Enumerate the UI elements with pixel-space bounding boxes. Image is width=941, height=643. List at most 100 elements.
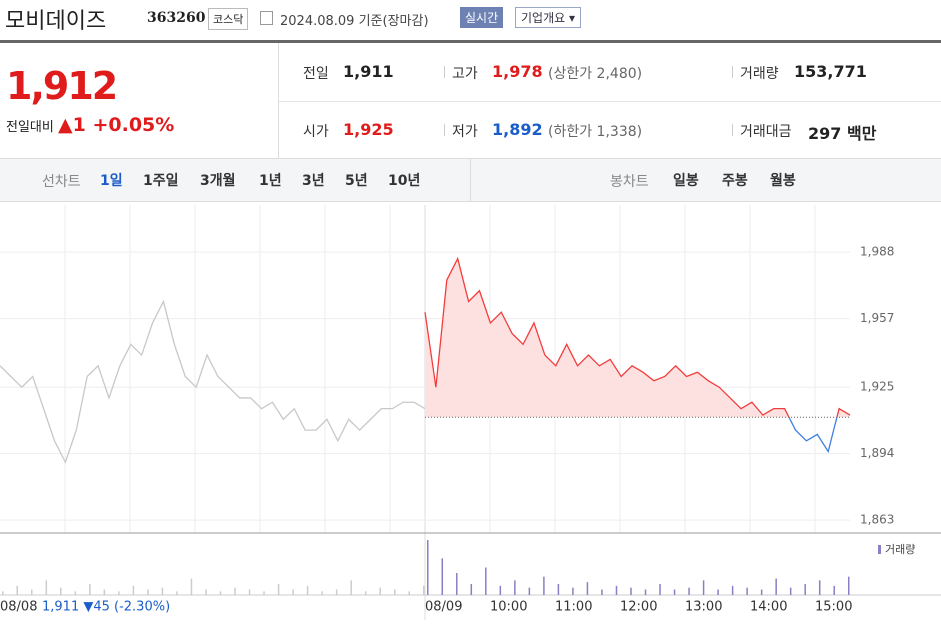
current-price: 1,912 (6, 64, 118, 108)
y-tick-label: 1,863 (860, 513, 894, 527)
company-button[interactable]: 기업개요 ▾ (515, 7, 582, 28)
period-tab[interactable]: 10년 (388, 173, 421, 189)
row-divider (279, 101, 941, 102)
realtime-button[interactable]: 실시간 (460, 7, 504, 28)
volume-bar (557, 584, 560, 595)
stat-label: 고가 (452, 66, 478, 82)
stock-code: 363260 (147, 10, 206, 26)
volume-bar (103, 589, 106, 595)
volume-bar (848, 576, 850, 595)
calendar-icon (260, 11, 273, 25)
volume-bar (760, 589, 763, 595)
volume-legend: 거래량 (885, 543, 915, 556)
volume-bar (528, 587, 531, 595)
volume-bar (335, 589, 338, 595)
volume-bar (190, 578, 193, 595)
volume-bar (74, 591, 77, 595)
volume-bar (775, 578, 777, 595)
y-tick-label: 1,957 (860, 311, 894, 325)
x-tick-label: 11:00 (555, 600, 592, 615)
candle-label: 봉차트 (610, 174, 649, 190)
period-tab[interactable]: 3개월 (200, 173, 236, 189)
candle-tab[interactable]: 일봉 (673, 173, 699, 189)
stat-sep (444, 124, 445, 136)
volume-bar (2, 591, 4, 595)
y-tick-label: 1,988 (860, 245, 894, 259)
x-tick-label: 15:00 (815, 600, 852, 615)
volume-bar (176, 591, 178, 595)
line-label: 선차트 (42, 174, 81, 190)
volume-bar (408, 591, 410, 595)
change-row: 전일대비 ▲1 +0.05% (6, 114, 174, 136)
volume-bar (118, 591, 120, 595)
volume-bar (688, 587, 690, 595)
tab-separator (470, 159, 471, 201)
stat-value: 1,925 (343, 120, 394, 139)
period-tab[interactable]: 1일 (100, 173, 123, 189)
x-tick-label: 08/08 (0, 600, 37, 615)
stat-extra: (하한가 1,338) (548, 124, 643, 140)
volume-bar (630, 587, 632, 595)
volume-bar (499, 585, 502, 595)
stat-value: 1,911 (343, 62, 394, 81)
volume-bar (572, 587, 574, 595)
stat-label: 전일 (303, 66, 329, 82)
market-badge: 코스닥 (208, 8, 249, 30)
change-label: 전일대비 (6, 120, 54, 135)
volume-bar (379, 587, 381, 595)
volume-bar (456, 573, 458, 595)
stat-extra: (상한가 2,480) (548, 66, 643, 82)
volume-bar (45, 580, 48, 595)
volume-bar (485, 567, 487, 595)
volume-bar (161, 587, 164, 595)
stat-sep (732, 124, 733, 136)
volume-bar (248, 589, 251, 595)
stat-value: 153,771 (794, 62, 867, 81)
date-basis: 기준(장마감) (358, 14, 429, 29)
stat-label: 거래대금 (740, 124, 792, 140)
volume-bar (789, 587, 792, 595)
volume-bar (423, 585, 425, 595)
date-value: 2024.08.09 (280, 14, 355, 29)
volume-bar (234, 587, 236, 595)
volume-bar (601, 589, 603, 595)
volume-bar (219, 591, 222, 595)
change: ▲1 +0.05% (57, 114, 175, 136)
candle-tab[interactable]: 주봉 (722, 173, 748, 189)
x-tick-label: 10:00 (490, 600, 527, 615)
volume-bar (132, 585, 135, 595)
stat-value: 1,892 (492, 120, 543, 139)
period-tab[interactable]: 1주일 (143, 173, 179, 189)
candle-tab[interactable]: 월봉 (770, 173, 796, 189)
stat-value: 1,978 (492, 62, 543, 81)
volume-bar (804, 584, 806, 595)
volume-bar (543, 576, 545, 595)
stock-name: 모비데이즈 (5, 9, 107, 34)
volume-bar (441, 558, 444, 595)
volume-bar (16, 585, 19, 595)
stat-label: 저가 (452, 124, 478, 140)
x-tick-label: 14:00 (750, 600, 787, 615)
stat-sep (444, 66, 445, 78)
volume-bar (717, 589, 719, 595)
price-line (0, 299, 426, 464)
volume-bar (147, 589, 149, 595)
volume-bar (644, 589, 647, 595)
divider (0, 40, 941, 43)
volume-bar (615, 585, 618, 595)
period-tab[interactable]: 1년 (259, 173, 282, 189)
x-tick-label: 13:00 (685, 600, 722, 615)
volume-bar (364, 591, 367, 595)
volume-bar (659, 584, 661, 595)
volume-bar (205, 589, 207, 595)
period-tab[interactable]: 3년 (302, 173, 325, 189)
stat-sep (732, 66, 733, 78)
date: 2024.08.09 기준(장마감) (280, 10, 429, 29)
volume-bar (731, 585, 734, 595)
volume-bar (746, 587, 748, 595)
y-tick-label: 1,925 (860, 380, 894, 394)
company-label: 기업개요 (521, 11, 566, 25)
period-tab[interactable]: 5년 (345, 173, 368, 189)
volume-bar (306, 585, 309, 595)
